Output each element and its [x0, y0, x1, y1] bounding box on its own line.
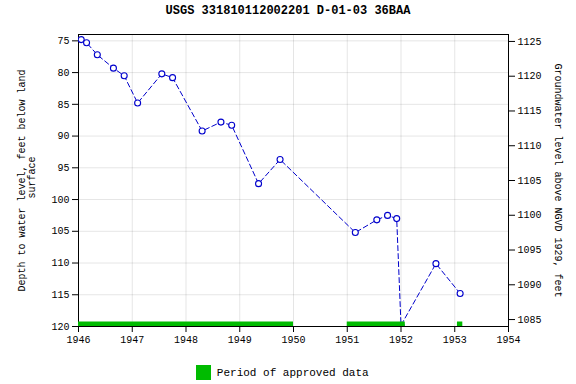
svg-text:80: 80 [57, 68, 69, 79]
svg-text:1105: 1105 [518, 176, 542, 187]
svg-text:1950: 1950 [281, 335, 305, 346]
svg-text:1110: 1110 [518, 141, 542, 152]
svg-text:1085: 1085 [518, 315, 542, 326]
svg-text:1100: 1100 [518, 210, 542, 221]
svg-text:1948: 1948 [174, 335, 198, 346]
svg-text:90: 90 [57, 131, 69, 142]
svg-text:1949: 1949 [228, 335, 252, 346]
svg-text:1095: 1095 [518, 245, 542, 256]
svg-text:75: 75 [57, 36, 69, 47]
svg-text:105: 105 [51, 226, 69, 237]
html-text:USGS 331810112002201 D-01-03 3: USGS 331810112002201 D-01-03 36BAA [165, 4, 411, 18]
svg-text:1090: 1090 [518, 280, 542, 291]
svg-text:1951: 1951 [335, 335, 359, 346]
svg-text:1953: 1953 [443, 335, 467, 346]
svg-text:85: 85 [57, 100, 69, 111]
svg-text:115: 115 [51, 290, 69, 301]
svg-text:Depth to water level, feet bel: Depth to water level, feet below land su… [17, 69, 38, 291]
svg-text:1954: 1954 [496, 335, 520, 346]
svg-text:1947: 1947 [120, 335, 144, 346]
svg-text:Groundwater level above NGVD 1: Groundwater level above NGVD 1929, feet [552, 63, 563, 297]
svg-text:1946: 1946 [66, 335, 90, 346]
svg-text:110: 110 [51, 258, 69, 269]
svg-text:1125: 1125 [518, 37, 542, 48]
html-text:Period of approved data: Period of approved data [216, 366, 369, 379]
svg-text:100: 100 [51, 195, 69, 206]
svg-text:1115: 1115 [518, 106, 542, 117]
svg-text:95: 95 [57, 163, 69, 174]
svg-text:1120: 1120 [518, 71, 542, 82]
svg-text:1952: 1952 [389, 335, 413, 346]
svg-text:120: 120 [51, 322, 69, 333]
